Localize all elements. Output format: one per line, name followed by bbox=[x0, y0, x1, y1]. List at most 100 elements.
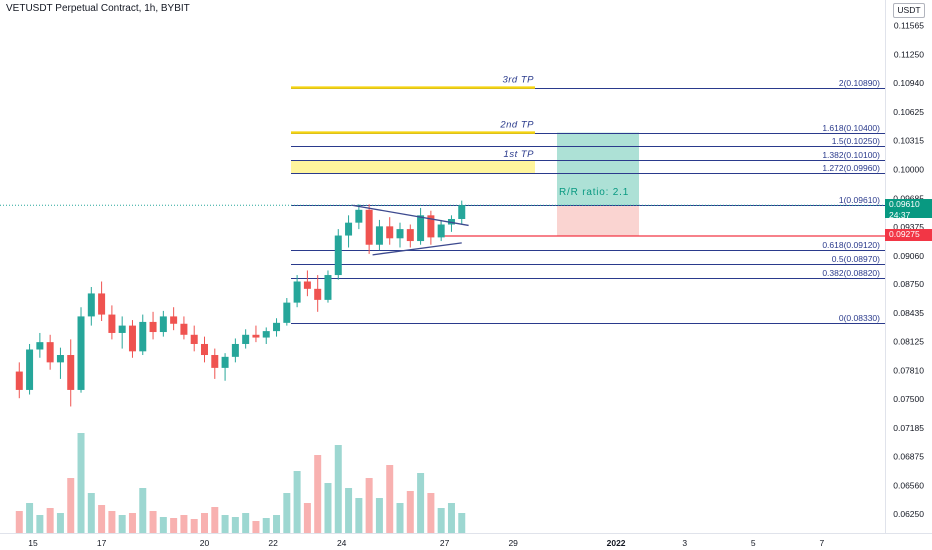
price-tick-label: 0.09375 bbox=[893, 222, 924, 232]
volume-bar bbox=[273, 515, 281, 533]
candle-body bbox=[345, 222, 353, 236]
tp-label: 3rd TP bbox=[502, 75, 534, 86]
candle-body bbox=[15, 371, 23, 390]
candle-body bbox=[334, 235, 342, 276]
volume-bar bbox=[26, 503, 34, 533]
price-tick-label: 0.10315 bbox=[893, 135, 924, 145]
candle-body bbox=[293, 281, 301, 303]
overlay-layer: 3rd TP 2nd TP 1st TP R/R ratio: 2.1 bbox=[351, 75, 629, 256]
volume-bar bbox=[262, 518, 270, 533]
fib-label: 0.382(0.08820) bbox=[822, 268, 880, 278]
tp1-zone bbox=[291, 160, 535, 174]
volume-bar bbox=[77, 433, 85, 533]
candle-body bbox=[149, 321, 157, 333]
candle-body bbox=[170, 316, 178, 324]
time-tick-label: 7 bbox=[820, 538, 825, 548]
price-tick-label: 0.08125 bbox=[893, 337, 924, 347]
tp-label: 2nd TP bbox=[499, 120, 534, 131]
time-tick-label: 15 bbox=[28, 538, 38, 548]
candle-body bbox=[406, 229, 414, 242]
volume-bar bbox=[118, 515, 126, 533]
volume-bar bbox=[201, 513, 208, 533]
time-tick-label: 5 bbox=[751, 538, 756, 548]
time-axis: 15 17 20 22 24 27 29 2022 3 5 7 bbox=[28, 538, 824, 548]
time-tick-label: 29 bbox=[508, 538, 518, 548]
candle-body bbox=[458, 205, 466, 219]
volume-bar bbox=[211, 507, 219, 533]
candles-layer bbox=[15, 200, 466, 407]
tp-label: 1st TP bbox=[504, 149, 535, 160]
fib-label: 1.618(0.10400) bbox=[822, 123, 880, 133]
volume-bar bbox=[180, 515, 188, 533]
volume-bar bbox=[149, 511, 157, 533]
volume-bar bbox=[46, 508, 54, 533]
fib-label: 2(0.10890) bbox=[839, 78, 880, 88]
candle-body bbox=[98, 293, 106, 315]
volume-bar bbox=[221, 515, 229, 533]
volume-bar bbox=[458, 513, 466, 533]
risk-reward-label: R/R ratio: 2.1 bbox=[559, 187, 629, 198]
volume-bar bbox=[128, 513, 136, 533]
candle-body bbox=[355, 209, 363, 223]
candle-body bbox=[314, 288, 322, 300]
time-tick-label: 24 bbox=[337, 538, 347, 548]
volume-bar bbox=[375, 498, 383, 533]
candle-body bbox=[211, 355, 219, 368]
profit-zone bbox=[557, 132, 639, 206]
candle-body bbox=[231, 343, 239, 357]
candle-body bbox=[386, 226, 394, 239]
volume-bar bbox=[170, 518, 178, 533]
volume-bar bbox=[67, 478, 75, 533]
fib-label: 0.618(0.09120) bbox=[822, 240, 880, 250]
price-tick-label: 0.11250 bbox=[894, 49, 924, 59]
volume-bar bbox=[334, 445, 342, 533]
candle-body bbox=[324, 275, 332, 300]
candle-body bbox=[201, 343, 208, 356]
loss-zone bbox=[557, 205, 639, 236]
volume-layer bbox=[15, 433, 466, 533]
stop-price-tag: 0.09275 bbox=[885, 229, 932, 241]
candle-body bbox=[36, 342, 44, 350]
volume-bar bbox=[365, 478, 373, 533]
candle-body bbox=[128, 325, 136, 352]
candle-body bbox=[303, 281, 311, 289]
time-tick-label: 17 bbox=[97, 538, 107, 548]
volume-bar bbox=[98, 505, 106, 533]
price-axis: 0.11565 0.11250 0.10940 0.10625 0.10315 0.100… bbox=[893, 21, 924, 519]
candle-body bbox=[159, 316, 167, 333]
price-tick-label: 0.06250 bbox=[893, 509, 924, 519]
fib-label: 1.5(0.10250) bbox=[832, 136, 880, 146]
current-price-tag: 0.09610 24:37 bbox=[885, 199, 932, 220]
price-tick-label: 0.09060 bbox=[893, 251, 924, 261]
volume-bar bbox=[108, 511, 116, 533]
price-tick-label: 0.10625 bbox=[893, 107, 924, 117]
candle-body bbox=[180, 323, 188, 335]
candle-body bbox=[417, 215, 425, 242]
triangle-upper-line bbox=[351, 204, 469, 227]
candle-body bbox=[365, 209, 373, 245]
candle-body bbox=[437, 224, 445, 238]
volume-bar bbox=[386, 465, 394, 533]
candle-body bbox=[252, 334, 260, 338]
volume-bar bbox=[396, 503, 404, 533]
price-tick-label: 0.11565 bbox=[894, 21, 924, 31]
candle-body bbox=[273, 322, 281, 332]
fib-layer: 2(0.10890) 1.618(0.10400) 1.5(0.10250) 1.38… bbox=[0, 78, 885, 324]
chart-title: VETUSDT Perpetual Contract, 1h, BYBIT bbox=[6, 3, 190, 14]
price-tick-label: 0.10940 bbox=[893, 78, 924, 88]
volume-bar bbox=[303, 503, 311, 533]
currency-unit-button[interactable]: USDT bbox=[893, 3, 925, 18]
candle-countdown: 24:37 bbox=[889, 210, 911, 220]
volume-bar bbox=[36, 515, 44, 533]
price-tick-label: 0.07185 bbox=[893, 423, 924, 433]
volume-bar bbox=[159, 517, 167, 533]
volume-bar bbox=[447, 503, 455, 533]
candle-body bbox=[26, 349, 34, 390]
time-tick-label: 27 bbox=[440, 538, 450, 548]
price-tick-label: 0.08750 bbox=[893, 279, 924, 289]
volume-bar bbox=[345, 488, 353, 533]
volume-bar bbox=[293, 471, 301, 533]
current-price-value: 0.09610 bbox=[889, 199, 920, 209]
candle-body bbox=[139, 321, 147, 352]
